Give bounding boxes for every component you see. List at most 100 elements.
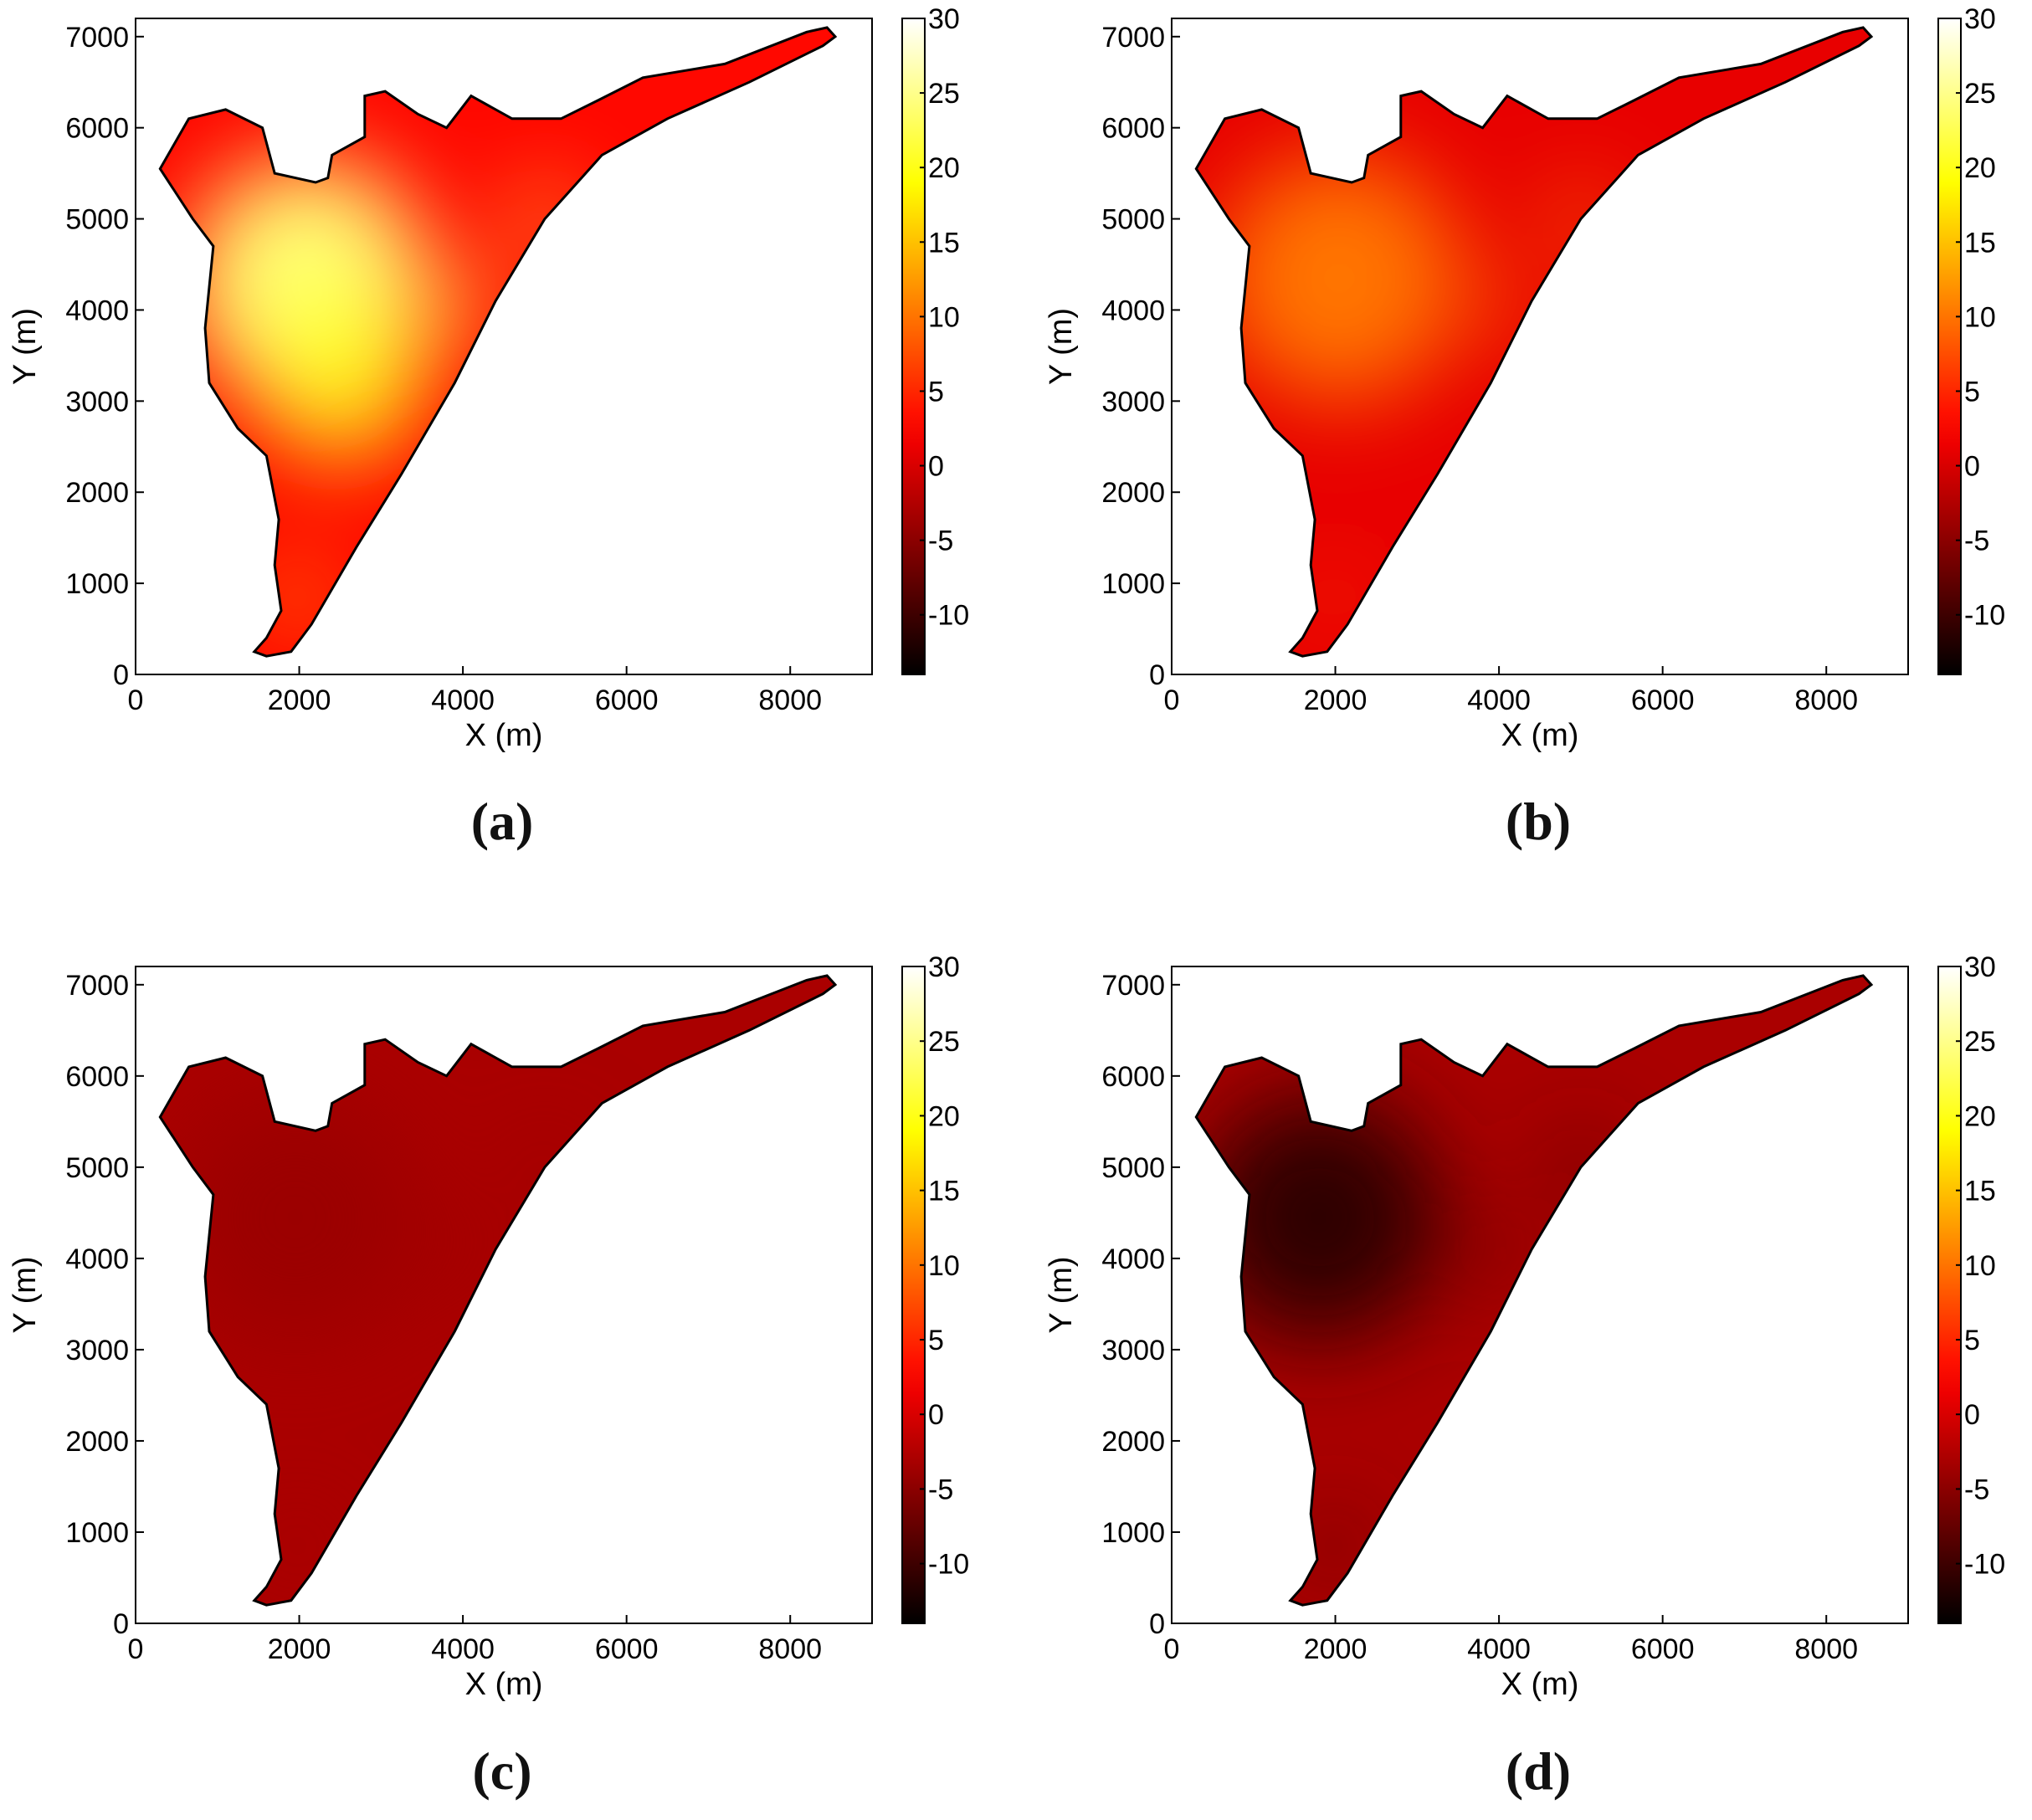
colorbar-tick-label-b-30: 30 — [1964, 3, 1996, 35]
x-tick-label-a-8000: 8000 — [758, 684, 822, 716]
panel-label-c: (c) — [472, 1741, 532, 1801]
field-peak-d-3 — [1305, 1517, 1362, 1575]
field-peak-b-0 — [1216, 155, 1463, 401]
colorbar-tick-label-a-20: 20 — [928, 152, 960, 184]
region-boundary-d — [1194, 974, 1874, 1607]
y-tick-label-c-7000: 7000 — [65, 970, 129, 1002]
colorbar-tick-label-a-15: 15 — [928, 227, 960, 259]
colorbar-tick-label-c-5: 5 — [928, 1325, 944, 1356]
colorbar-tick-label-d-10: 10 — [1964, 1250, 1996, 1282]
colorbar-tick-label-d--10: -10 — [1964, 1549, 2005, 1581]
colorbar-tick-label-c-10: 10 — [928, 1250, 960, 1282]
colorbar-tick-label-a--5: -5 — [928, 525, 953, 557]
x-tick-label-c-2000: 2000 — [268, 1633, 331, 1665]
y-tick-label-c-5000: 5000 — [65, 1152, 129, 1184]
y-tick-label-a-4000: 4000 — [65, 295, 129, 326]
colorbar-tick-label-c-20: 20 — [928, 1100, 960, 1132]
colorbar-tick-label-a-10: 10 — [928, 301, 960, 333]
x-tick-label-d-4000: 4000 — [1467, 1633, 1531, 1665]
colorbar-tick-label-b-5: 5 — [1964, 376, 1980, 408]
x-tick-label-a-0: 0 — [128, 684, 144, 716]
x-axis-label-b: X (m) — [1501, 718, 1579, 753]
x-tick-label-a-4000: 4000 — [431, 684, 495, 716]
y-tick-label-c-2000: 2000 — [65, 1426, 129, 1458]
field-peak-a-3 — [269, 568, 326, 626]
colorbar-tick-label-d-5: 5 — [1964, 1325, 1980, 1356]
y-axis-label-c: Y (m) — [8, 1256, 43, 1333]
y-tick-label-a-7000: 7000 — [65, 22, 129, 54]
region-boundary-b — [1194, 26, 1874, 658]
y-tick-label-d-3000: 3000 — [1101, 1335, 1165, 1366]
y-tick-label-b-7000: 7000 — [1101, 22, 1165, 54]
colorbar-tick-label-c-15: 15 — [928, 1176, 960, 1207]
heatmap-field-a — [160, 27, 836, 657]
colorbar-tick-label-d--5: -5 — [1964, 1474, 1989, 1505]
field-peak-b-3 — [1305, 568, 1362, 626]
colorbar-tick-label-a-25: 25 — [928, 78, 960, 110]
colorbar-b — [1937, 18, 1962, 675]
colorbar-tick-label-b-10: 10 — [1964, 301, 1996, 333]
x-tick-label-d-6000: 6000 — [1631, 1633, 1695, 1665]
colorbar-tick-label-b--10: -10 — [1964, 600, 2005, 632]
x-axis-label-a: X (m) — [465, 718, 543, 753]
x-tick-label-d-2000: 2000 — [1304, 1633, 1367, 1665]
field-peak-c-3 — [269, 1517, 326, 1575]
colorbar-c — [901, 966, 926, 1624]
colorbar-tick-label-c-25: 25 — [928, 1026, 960, 1058]
y-tick-label-a-5000: 5000 — [65, 204, 129, 236]
x-tick-label-a-6000: 6000 — [595, 684, 659, 716]
colorbar-tick-label-a--10: -10 — [928, 600, 969, 632]
x-tick-label-c-8000: 8000 — [758, 1633, 822, 1665]
y-tick-label-b-2000: 2000 — [1101, 477, 1165, 509]
y-tick-label-d-5000: 5000 — [1101, 1152, 1165, 1184]
y-tick-label-c-1000: 1000 — [65, 1517, 129, 1549]
y-axis-label-b: Y (m) — [1044, 308, 1079, 385]
x-axis-label-d: X (m) — [1501, 1667, 1579, 1702]
y-tick-label-b-6000: 6000 — [1101, 113, 1165, 145]
y-tick-label-a-0: 0 — [113, 659, 129, 691]
y-tick-label-b-4000: 4000 — [1101, 295, 1165, 326]
y-tick-label-b-3000: 3000 — [1101, 386, 1165, 418]
colorbar-tick-label-b--5: -5 — [1964, 525, 1989, 557]
y-tick-label-d-1000: 1000 — [1101, 1517, 1165, 1549]
x-tick-label-b-6000: 6000 — [1631, 684, 1695, 716]
y-tick-label-b-1000: 1000 — [1101, 568, 1165, 600]
y-tick-label-d-4000: 4000 — [1101, 1243, 1165, 1275]
y-tick-label-d-7000: 7000 — [1101, 970, 1165, 1002]
y-tick-label-d-6000: 6000 — [1101, 1061, 1165, 1093]
field-peak-d-0 — [1196, 1095, 1442, 1341]
x-tick-label-d-8000: 8000 — [1794, 1633, 1858, 1665]
y-tick-label-c-3000: 3000 — [65, 1335, 129, 1366]
region-boundary-c — [158, 974, 838, 1607]
colorbar-tick-label-b-20: 20 — [1964, 152, 1996, 184]
colorbar-tick-label-d-25: 25 — [1964, 1026, 1996, 1058]
panel-label-a: (a) — [470, 792, 534, 851]
x-tick-label-b-8000: 8000 — [1794, 684, 1858, 716]
colorbar-d — [1937, 966, 1962, 1624]
y-tick-label-d-0: 0 — [1149, 1608, 1165, 1640]
panel-label-b: (b) — [1505, 792, 1572, 851]
y-tick-label-c-6000: 6000 — [65, 1061, 129, 1093]
colorbar-tick-label-d-15: 15 — [1964, 1176, 1996, 1207]
colorbar-tick-label-c--5: -5 — [928, 1474, 953, 1505]
y-axis-label-d: Y (m) — [1044, 1256, 1079, 1333]
x-tick-label-c-6000: 6000 — [595, 1633, 659, 1665]
x-tick-label-b-2000: 2000 — [1304, 684, 1367, 716]
panel-label-d: (d) — [1505, 1741, 1572, 1801]
x-tick-label-d-0: 0 — [1164, 1633, 1180, 1665]
colorbar-tick-label-d-0: 0 — [1964, 1399, 1980, 1431]
x-tick-label-b-4000: 4000 — [1467, 684, 1531, 716]
colorbar-tick-label-a-5: 5 — [928, 376, 944, 408]
colorbar-tick-label-c-30: 30 — [928, 951, 960, 983]
y-tick-label-d-2000: 2000 — [1101, 1426, 1165, 1458]
field-peak-c-0 — [172, 1095, 418, 1341]
x-tick-label-c-4000: 4000 — [431, 1633, 495, 1665]
x-tick-label-c-0: 0 — [128, 1633, 144, 1665]
colorbar-tick-label-a-0: 0 — [928, 451, 944, 483]
heatmap-field-b — [1196, 27, 1871, 657]
y-tick-label-a-6000: 6000 — [65, 113, 129, 145]
colorbar-tick-label-d-30: 30 — [1964, 951, 1996, 983]
colorbar-tick-label-b-15: 15 — [1964, 227, 1996, 259]
colorbar-tick-label-b-0: 0 — [1964, 451, 1980, 483]
colorbar-a — [901, 18, 926, 675]
